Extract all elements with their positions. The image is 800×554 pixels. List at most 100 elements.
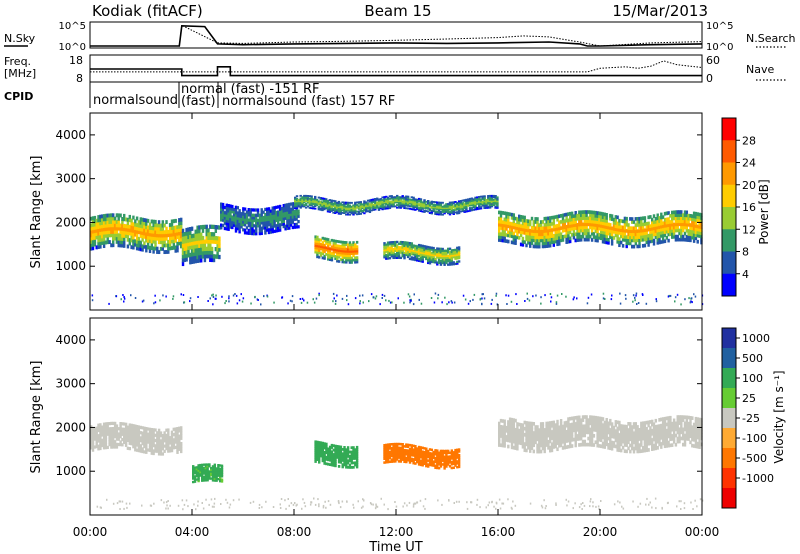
heatmap-cell [193, 477, 197, 480]
heatmap-cell [408, 443, 412, 447]
heatmap-cell [578, 219, 581, 224]
heatmap-cell [134, 435, 137, 439]
heatmap-cell [452, 210, 455, 213]
heatmap-cell [454, 460, 457, 464]
heatmap-cell [385, 203, 388, 206]
heatmap-cell [667, 226, 670, 231]
heatmap-cell [176, 434, 179, 439]
heatmap-cell [419, 207, 423, 210]
heatmap-cell [532, 235, 536, 240]
heatmap-cell [651, 220, 654, 225]
heatmap-cell [457, 246, 461, 249]
heatmap-cell [332, 459, 335, 463]
heatmap-cell [213, 479, 217, 482]
heatmap-cell [629, 241, 632, 246]
heatmap-cell [157, 223, 161, 228]
heatmap-cell [510, 300, 513, 303]
heatmap-cell [413, 293, 415, 296]
heatmap-cell [437, 455, 441, 458]
heatmap-cell [397, 452, 401, 455]
heatmap-cell [527, 433, 530, 438]
heatmap-cell [601, 233, 605, 238]
heatmap-cell [150, 236, 154, 241]
heatmap-cell [196, 233, 199, 238]
heatmap-cell [355, 204, 359, 207]
heatmap-cell [510, 225, 514, 229]
heatmap-cell [337, 244, 341, 248]
heatmap-cell [337, 208, 341, 211]
heatmap-cell [518, 223, 521, 228]
heatmap-cell [408, 199, 412, 202]
heatmap-cell [406, 455, 410, 458]
heatmap-cell [439, 449, 443, 453]
heatmap-cell [614, 227, 618, 232]
heatmap-cell [448, 247, 452, 250]
heatmap-cell [572, 220, 576, 225]
heatmap-cell [547, 430, 550, 435]
heatmap-cell [282, 219, 286, 224]
heatmap-cell [392, 202, 395, 205]
heatmap-cell [450, 209, 454, 212]
heatmap-cell [172, 295, 175, 298]
heatmap-cell [221, 205, 225, 209]
heatmap-cell [421, 250, 424, 253]
heatmap-cell [327, 449, 330, 453]
heatmap-cell [350, 461, 353, 465]
heatmap-cell [264, 218, 267, 222]
heatmap-cell [423, 246, 426, 250]
heatmap-cell [135, 425, 139, 429]
heatmap-cell [487, 197, 490, 200]
heatmap-cell [124, 441, 128, 445]
heatmap-cell [519, 227, 523, 231]
heatmap-cell [405, 207, 408, 210]
heatmap-cell [102, 425, 106, 429]
heatmap-cell [498, 235, 501, 239]
heatmap-cell [220, 215, 223, 219]
heatmap-cell [201, 477, 204, 481]
heatmap-cell [436, 202, 439, 205]
heatmap-cell [658, 222, 661, 226]
heatmap-cell [334, 212, 337, 215]
heatmap-cell [383, 243, 386, 247]
heatmap-cell [368, 211, 372, 214]
heatmap-cell [479, 199, 483, 202]
heatmap-cell [652, 229, 656, 234]
heatmap-cell [128, 241, 132, 246]
heatmap-cell [124, 224, 128, 229]
colorbar-tick-label: 16 [742, 201, 756, 214]
heatmap-cell [243, 207, 247, 211]
heatmap-cell [174, 437, 177, 442]
heatmap-cell [264, 207, 267, 212]
heatmap-cell [529, 231, 532, 236]
heatmap-cell [128, 214, 132, 219]
heatmap-cell [583, 231, 587, 236]
heatmap-cell [510, 436, 514, 440]
heatmap-cell [108, 435, 111, 439]
heatmap-cell [225, 300, 227, 302]
heatmap-cell [682, 216, 685, 221]
heatmap-cell [115, 424, 119, 428]
heatmap-cell [219, 473, 222, 476]
heatmap-cell [343, 454, 346, 458]
heatmap-cell [490, 201, 494, 204]
heatmap-cell [167, 438, 170, 443]
heatmap-cell [278, 204, 282, 209]
heatmap-cell [308, 199, 312, 202]
heatmap-cell [530, 437, 534, 441]
heatmap-cell [318, 449, 321, 453]
heatmap-cell [532, 422, 536, 426]
heatmap-cell [228, 295, 230, 298]
heatmap-cell [485, 199, 488, 201]
heatmap-cell [354, 203, 357, 205]
heatmap-cell [414, 203, 417, 206]
heatmap-cell [534, 235, 537, 240]
heatmap-cell [694, 227, 698, 231]
heatmap-cell [168, 239, 172, 244]
heatmap-cell [219, 474, 222, 478]
heatmap-cell [143, 228, 146, 233]
heatmap-cell [660, 224, 663, 229]
heatmap-cell [110, 445, 113, 449]
heatmap-cell [150, 435, 154, 440]
heatmap-cell [310, 199, 313, 202]
heatmap-cell [392, 200, 395, 203]
